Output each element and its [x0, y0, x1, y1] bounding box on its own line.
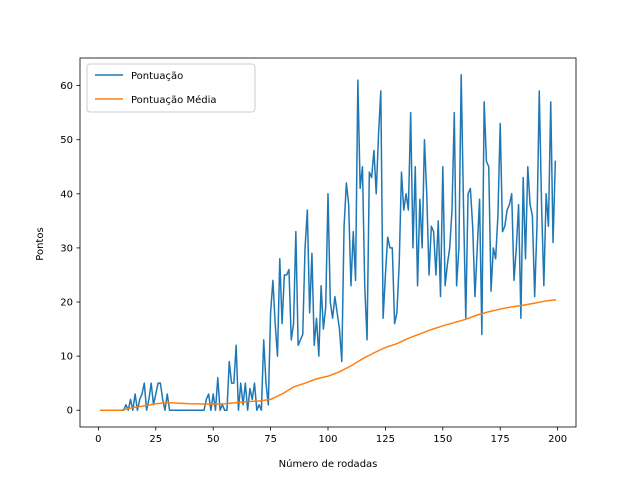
- x-tick-label: 50: [207, 434, 220, 445]
- axes-frame: [79, 57, 577, 428]
- legend-label-pontuacao: Pontuação: [131, 71, 183, 82]
- x-tick-label: 100: [318, 434, 337, 445]
- y-tick-label: 40: [60, 189, 73, 200]
- legend-label-pontuacao-media: Pontuação Média: [131, 94, 216, 106]
- series-line-pontuacao: [99, 74, 557, 411]
- plot-area: [99, 74, 557, 411]
- x-tick-label: 75: [264, 434, 277, 445]
- x-tick-label: 175: [491, 434, 510, 445]
- x-tick-label: 200: [548, 434, 567, 445]
- y-tick-label: 30: [60, 243, 73, 254]
- axes: 0 25 50 75 100 125 150 175 200 0 10 20 30 40 50 60: [60, 57, 577, 445]
- y-tick-label: 0: [67, 406, 73, 417]
- x-tick-label: 125: [376, 434, 395, 445]
- x-axis-label: Número de rodadas: [279, 458, 378, 470]
- series-line-pontuacao-media: [99, 299, 557, 411]
- y-tick-label: 20: [60, 298, 73, 309]
- y-axis-label: Pontos: [35, 227, 46, 260]
- x-tick-label: 0: [95, 434, 101, 445]
- x-tick-label: 25: [149, 434, 162, 445]
- y-tick-label: 60: [60, 81, 73, 92]
- legend-box: [86, 63, 256, 113]
- y-tick-label: 10: [60, 352, 73, 363]
- x-tick-label: 150: [433, 434, 452, 445]
- legend: Pontuação Pontuação Média: [86, 63, 256, 113]
- y-tick-label: 50: [60, 135, 73, 146]
